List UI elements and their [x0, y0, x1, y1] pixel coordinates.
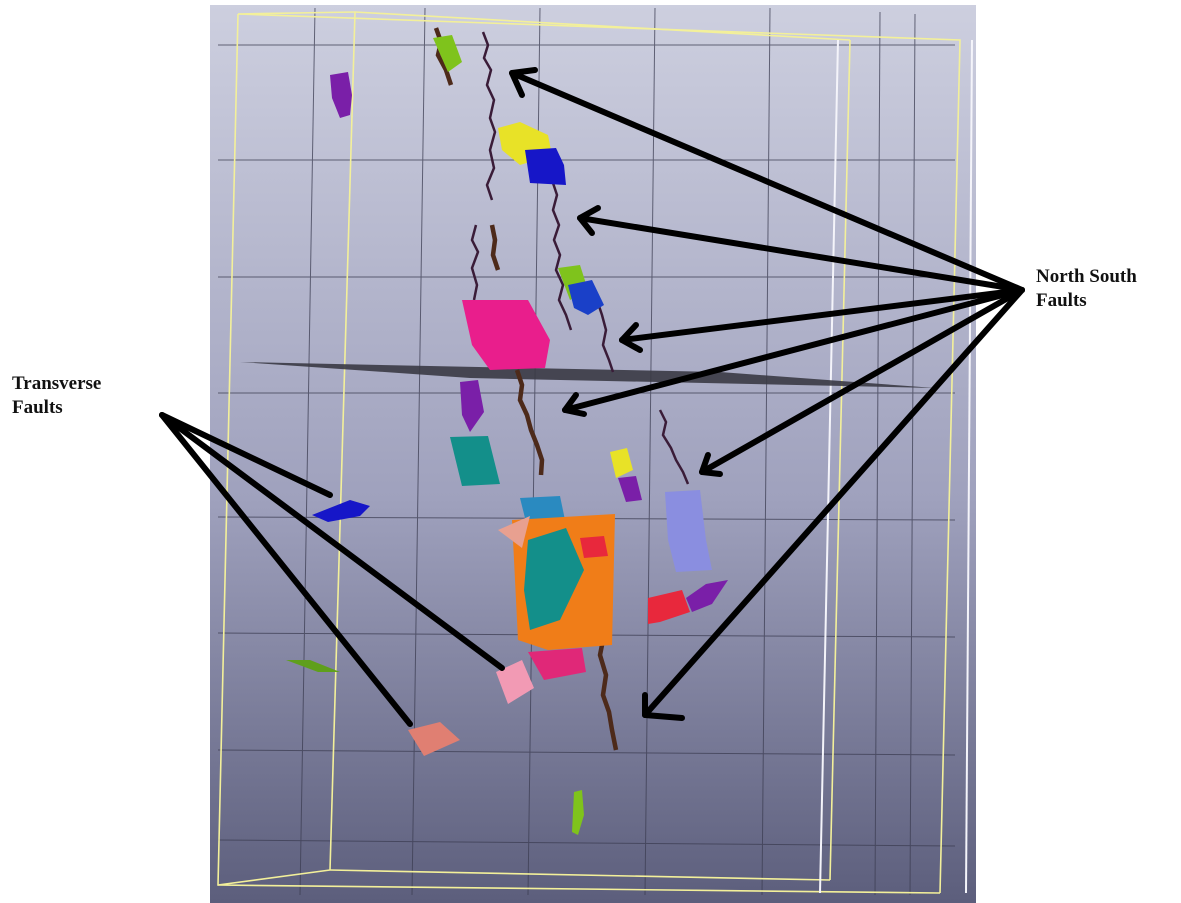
- transverse-faults-label: Transverse Faults: [12, 372, 101, 420]
- fault-patch-green: [572, 790, 584, 835]
- fault-patch-blue: [568, 280, 604, 315]
- fault-patch-purple: [618, 476, 642, 502]
- fault-patch-red: [648, 590, 690, 624]
- fault-patch-teal: [524, 528, 584, 630]
- north-south-label-line2: Faults: [1036, 290, 1087, 311]
- fault-patch-green: [286, 660, 340, 672]
- fault-patch-pink: [462, 300, 550, 370]
- ns-fault-segment: [514, 369, 545, 476]
- north-south-arrows: [509, 67, 1025, 721]
- fault-patch-purple: [460, 380, 484, 432]
- viewport-background: [210, 5, 976, 903]
- fault-patch-green: [433, 35, 462, 72]
- north-south-label-line1: North South: [1036, 266, 1137, 287]
- arrow-to-fault-1: [509, 67, 1025, 293]
- arrow-to-transverse-3: [159, 412, 413, 727]
- arrow-to-fault-6: [642, 287, 1025, 721]
- arrow-to-transverse-1: [159, 412, 333, 498]
- fault-patch-yellow: [610, 448, 633, 478]
- bounding-box: [217, 11, 961, 894]
- fault-patch-blue: [525, 148, 566, 185]
- arrow-to-transverse-2: [159, 412, 505, 671]
- fault-patch-salmon: [408, 722, 460, 756]
- arrow-to-fault-4: [562, 287, 1025, 417]
- bounding-box-edge-white: [819, 39, 973, 894]
- arrow-to-fault-5: [699, 287, 1025, 477]
- fault-patch-salmon: [498, 516, 530, 548]
- fault-patch-teal: [450, 436, 500, 486]
- ns-fault-trace: [470, 224, 480, 301]
- arrow-to-fault-3: [619, 287, 1025, 353]
- fault-patch-red: [580, 536, 608, 558]
- ns-fault-segment: [489, 224, 501, 271]
- fault-patch-purple: [330, 72, 352, 118]
- transverse-label-line1: Transverse: [12, 373, 102, 394]
- fault-patch-lavender: [665, 490, 712, 572]
- ns-fault-trace: [550, 179, 573, 331]
- fault-patch-cyan: [520, 496, 565, 522]
- ns-fault-trace: [658, 409, 690, 485]
- north-south-faults-label: North South Faults: [1036, 265, 1137, 313]
- north-south-fault-traces: [470, 31, 690, 485]
- transverse-label-line2: Faults: [12, 397, 63, 418]
- horizon-plane: [240, 362, 935, 388]
- ns-fault-trace: [595, 299, 615, 373]
- ns-fault-trace: [481, 31, 497, 201]
- fault-patch-light-pink: [496, 660, 534, 704]
- fault-patches: [286, 35, 728, 835]
- transverse-arrows: [159, 412, 505, 727]
- arrow-to-fault-2: [577, 205, 1025, 293]
- fault-patch-magenta: [528, 648, 586, 680]
- fault-patch-purple: [686, 580, 728, 612]
- fault-patch-blue: [312, 500, 370, 522]
